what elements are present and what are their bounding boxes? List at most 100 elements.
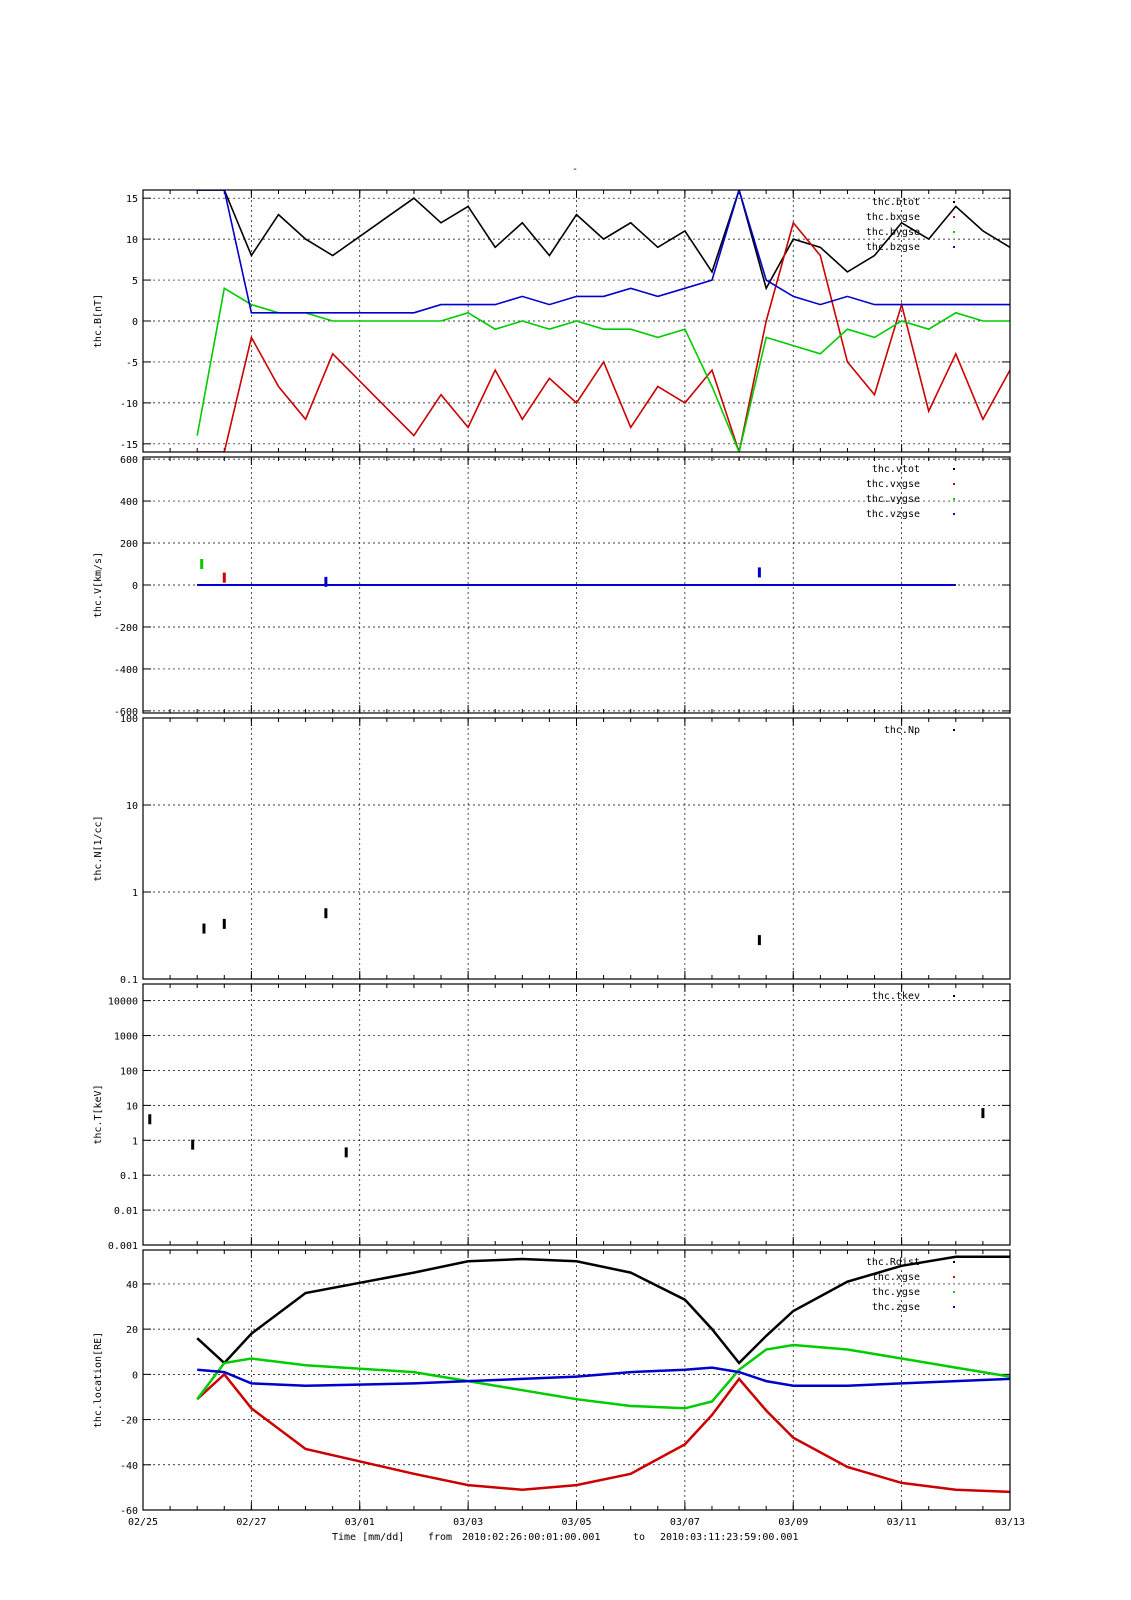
series-line-thc-ygse xyxy=(196,1343,1010,1410)
y-tick-label: 40 xyxy=(126,1280,138,1291)
legend-label: thc.ygse xyxy=(872,1287,920,1298)
data-point-thc-tkev xyxy=(191,1139,195,1150)
legend-marker xyxy=(953,231,955,233)
x-tick-label: 03/03 xyxy=(453,1517,483,1528)
y-tick-label: -40 xyxy=(120,1461,138,1472)
y-tick-label: 0.01 xyxy=(114,1206,138,1217)
x-tick-label: 03/07 xyxy=(670,1517,700,1528)
legend-marker xyxy=(953,513,955,515)
data-point-thc-Np xyxy=(222,918,226,929)
legend-label: thc.bzgse xyxy=(866,242,920,253)
legend-label: thc.btot xyxy=(872,197,920,208)
series-line-thc-btot xyxy=(197,190,1010,291)
y-tick-label: -20 xyxy=(120,1416,138,1427)
y-tick-label: -60 xyxy=(120,1506,138,1517)
y-tick-label: 600 xyxy=(120,455,138,466)
series-line-thc-bxgse xyxy=(197,221,1010,452)
legend-marker xyxy=(953,1291,955,1293)
y-tick-label: -10 xyxy=(120,399,138,410)
y-tick-label: 10000 xyxy=(108,997,138,1008)
y-tick-label: 0 xyxy=(132,317,138,328)
panel-frame xyxy=(142,189,1011,453)
x-tick-label: 03/13 xyxy=(995,1517,1025,1528)
legend-marker xyxy=(953,995,955,997)
series-line-thc-xgse xyxy=(196,1372,1010,1494)
data-point-thc-vxgse xyxy=(222,572,226,583)
y-tick-label: 10 xyxy=(126,1101,138,1112)
legend-marker xyxy=(953,468,955,470)
x-tick-label: 03/09 xyxy=(778,1517,808,1528)
panel-3 xyxy=(142,717,1011,980)
data-point-thc-vygse xyxy=(200,559,204,570)
series-line-thc-bygse xyxy=(196,287,1010,452)
legend-label: thc.Np xyxy=(884,725,920,736)
y-tick-label: 0.001 xyxy=(108,1241,138,1252)
data-point-thc-tkev xyxy=(981,1108,985,1119)
y-axis-label: thc.V[km/s] xyxy=(93,552,104,618)
legend-label: thc.bxgse xyxy=(866,212,920,223)
chart-title: - xyxy=(572,164,578,175)
series-line-thc-bzgse xyxy=(197,190,1010,314)
y-tick-label: 0.1 xyxy=(120,1171,138,1182)
y-tick-label: 10 xyxy=(126,801,138,812)
x-tick-label: 02/25 xyxy=(128,1517,158,1528)
x-axis-from-label: from xyxy=(428,1532,452,1543)
y-axis-label: thc.location[RE] xyxy=(93,1332,104,1428)
y-tick-label: 5 xyxy=(132,276,138,287)
y-tick-label: 20 xyxy=(126,1325,138,1336)
y-tick-label: 10 xyxy=(126,235,138,246)
y-tick-label: 1000 xyxy=(114,1032,138,1043)
y-tick-label: -15 xyxy=(120,440,138,451)
legend-label: thc.vtot xyxy=(872,464,920,475)
y-tick-label: 0 xyxy=(132,581,138,592)
legend-label: thc.bygse xyxy=(866,227,920,238)
y-tick-label: 15 xyxy=(126,194,138,205)
legend-marker xyxy=(953,216,955,218)
y-tick-label: 1 xyxy=(132,1136,138,1147)
legend-label: thc.tkev xyxy=(872,991,920,1002)
legend-marker xyxy=(953,1306,955,1308)
legend-label: thc.vxgse xyxy=(866,479,920,490)
y-tick-label: 100 xyxy=(120,1066,138,1077)
y-axis-label: thc.T[keV] xyxy=(93,1084,104,1144)
legend-label: thc.xgse xyxy=(872,1272,920,1283)
y-tick-label: 0.1 xyxy=(120,975,138,986)
y-tick-label: -200 xyxy=(114,623,138,634)
panel-frame xyxy=(142,717,1011,980)
data-point-thc-vzgse xyxy=(324,576,328,587)
legend-marker xyxy=(953,1261,955,1263)
legend-marker xyxy=(953,498,955,500)
legend-marker xyxy=(953,729,955,731)
x-axis-from-value: 2010:02:26:00:01:00.001 xyxy=(462,1532,600,1543)
data-point-thc-Np xyxy=(202,923,206,934)
data-point-thc-tkev xyxy=(344,1147,348,1158)
panel-2 xyxy=(142,456,1011,714)
y-tick-label: 0 xyxy=(132,1370,138,1381)
data-point-thc-Np xyxy=(757,935,761,946)
legend-label: thc.zgse xyxy=(872,1302,920,1313)
panel-frame xyxy=(142,983,1011,1246)
data-point-thc-tkev xyxy=(148,1114,152,1125)
data-point-thc-Np xyxy=(324,908,328,919)
series-line-thc-zgse xyxy=(197,1366,1010,1387)
y-tick-label: 1 xyxy=(132,888,138,899)
legend-label: thc.Rdist xyxy=(866,1257,920,1268)
x-axis-to-value: 2010:03:11:23:59:00.001 xyxy=(660,1532,798,1543)
legend-marker xyxy=(953,483,955,485)
y-tick-label: -400 xyxy=(114,665,138,676)
panel-frame xyxy=(142,456,1011,714)
legend-marker xyxy=(953,201,955,203)
data-point-thc-vzgse xyxy=(757,567,761,578)
panel-frame xyxy=(142,1249,1011,1511)
legend-label: thc.vygse xyxy=(866,494,920,505)
y-tick-label: 100 xyxy=(120,714,138,725)
legend-marker xyxy=(953,1276,955,1278)
x-tick-label: 03/01 xyxy=(345,1517,375,1528)
x-tick-label: 02/27 xyxy=(236,1517,266,1528)
y-axis-label: thc.N[1/cc] xyxy=(93,815,104,881)
panel-4 xyxy=(142,983,1011,1246)
x-axis-to-label: to xyxy=(633,1532,645,1543)
panel-5 xyxy=(142,1249,1011,1511)
x-axis-label: Time [mm/dd] xyxy=(332,1532,404,1543)
